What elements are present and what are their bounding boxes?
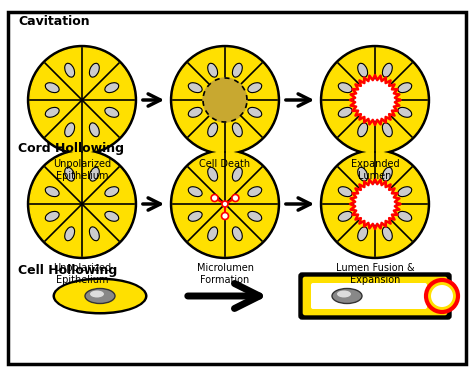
Ellipse shape xyxy=(105,187,118,197)
Circle shape xyxy=(171,45,280,154)
Ellipse shape xyxy=(248,211,262,221)
Ellipse shape xyxy=(383,63,392,77)
Text: Lumen Fusion &
Expansion: Lumen Fusion & Expansion xyxy=(336,263,414,285)
Ellipse shape xyxy=(358,227,368,241)
Circle shape xyxy=(355,80,395,120)
Text: Unpolarized
Epithelium: Unpolarized Epithelium xyxy=(53,159,111,180)
Ellipse shape xyxy=(188,83,202,93)
Ellipse shape xyxy=(208,123,218,137)
Ellipse shape xyxy=(46,187,59,197)
Ellipse shape xyxy=(65,167,74,181)
FancyBboxPatch shape xyxy=(8,12,466,364)
Ellipse shape xyxy=(232,167,242,181)
Ellipse shape xyxy=(398,211,412,221)
Ellipse shape xyxy=(358,63,368,77)
Ellipse shape xyxy=(398,108,412,117)
Ellipse shape xyxy=(90,63,99,77)
Ellipse shape xyxy=(232,123,242,137)
Ellipse shape xyxy=(65,227,74,241)
Circle shape xyxy=(320,45,429,154)
Ellipse shape xyxy=(358,123,368,137)
Ellipse shape xyxy=(90,291,104,298)
FancyBboxPatch shape xyxy=(299,273,451,319)
FancyBboxPatch shape xyxy=(311,283,427,309)
Circle shape xyxy=(320,150,429,259)
Circle shape xyxy=(30,48,134,152)
Ellipse shape xyxy=(208,63,218,77)
Ellipse shape xyxy=(188,187,202,197)
Ellipse shape xyxy=(188,211,202,221)
Circle shape xyxy=(323,48,427,152)
Ellipse shape xyxy=(53,278,147,314)
FancyBboxPatch shape xyxy=(302,276,448,316)
Circle shape xyxy=(221,212,228,219)
Circle shape xyxy=(173,48,277,152)
Ellipse shape xyxy=(248,187,262,197)
Ellipse shape xyxy=(248,108,262,117)
Ellipse shape xyxy=(208,227,218,241)
Circle shape xyxy=(426,280,458,312)
Circle shape xyxy=(30,152,134,256)
Ellipse shape xyxy=(105,108,118,117)
Ellipse shape xyxy=(55,280,145,312)
Circle shape xyxy=(27,150,137,259)
Ellipse shape xyxy=(398,187,412,197)
Text: Cavitation: Cavitation xyxy=(18,15,90,28)
Circle shape xyxy=(211,195,218,202)
Ellipse shape xyxy=(65,63,74,77)
Ellipse shape xyxy=(383,227,392,241)
Circle shape xyxy=(171,150,280,259)
Circle shape xyxy=(203,78,247,122)
Ellipse shape xyxy=(90,123,99,137)
Ellipse shape xyxy=(337,291,351,298)
Ellipse shape xyxy=(208,167,218,181)
Ellipse shape xyxy=(105,211,118,221)
Ellipse shape xyxy=(232,63,242,77)
Circle shape xyxy=(27,45,137,154)
Text: Microlumen
Formation: Microlumen Formation xyxy=(197,263,254,285)
Ellipse shape xyxy=(232,227,242,241)
Ellipse shape xyxy=(46,211,59,221)
Ellipse shape xyxy=(85,289,115,304)
Ellipse shape xyxy=(398,83,412,93)
Circle shape xyxy=(431,285,453,307)
Ellipse shape xyxy=(358,167,368,181)
Ellipse shape xyxy=(248,83,262,93)
Ellipse shape xyxy=(332,289,362,304)
Ellipse shape xyxy=(338,108,352,117)
Text: Unpolarized
Epithelium: Unpolarized Epithelium xyxy=(53,263,111,285)
Circle shape xyxy=(173,152,277,256)
Circle shape xyxy=(355,184,395,224)
Circle shape xyxy=(232,195,239,202)
Ellipse shape xyxy=(188,108,202,117)
Text: Cell Hollowing: Cell Hollowing xyxy=(18,264,117,277)
Ellipse shape xyxy=(383,167,392,181)
Ellipse shape xyxy=(90,167,99,181)
Text: Cell Death: Cell Death xyxy=(200,159,251,169)
Ellipse shape xyxy=(90,227,99,241)
Circle shape xyxy=(222,201,228,207)
Ellipse shape xyxy=(46,108,59,117)
Ellipse shape xyxy=(105,83,118,93)
Ellipse shape xyxy=(383,123,392,137)
Text: Cord Hollowing: Cord Hollowing xyxy=(18,142,124,155)
Ellipse shape xyxy=(338,83,352,93)
Ellipse shape xyxy=(65,123,74,137)
Ellipse shape xyxy=(46,83,59,93)
Ellipse shape xyxy=(338,187,352,197)
Text: Expanded
Lumen: Expanded Lumen xyxy=(351,159,399,180)
Circle shape xyxy=(323,152,427,256)
Ellipse shape xyxy=(338,211,352,221)
